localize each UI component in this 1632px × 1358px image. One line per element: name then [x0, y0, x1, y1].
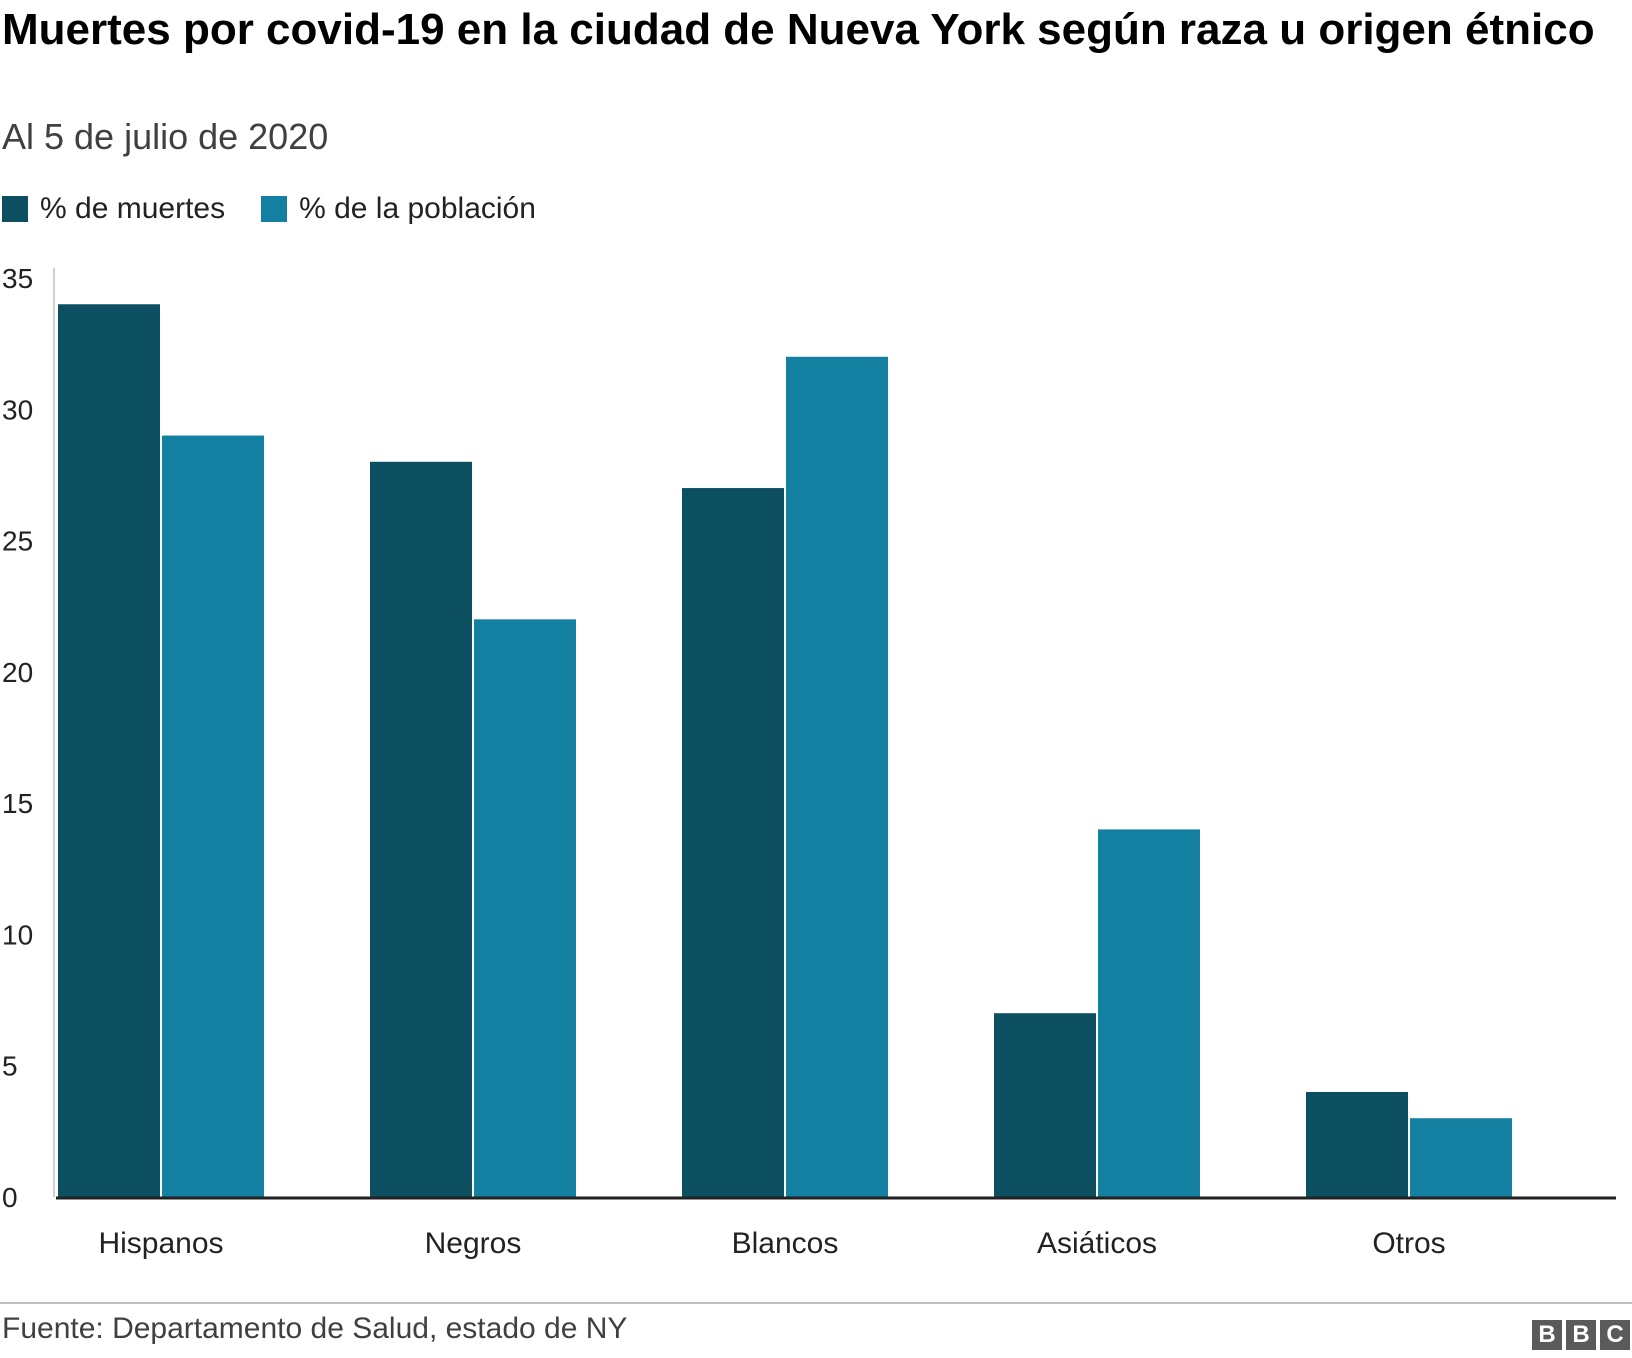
logo-letter: B	[1566, 1320, 1596, 1350]
y-axis: 0 5 10 15 20 25 30 35	[2, 263, 55, 1213]
bar-population	[162, 435, 264, 1197]
legend-item-deaths: % de muertes	[2, 192, 225, 226]
logo-letter: B	[1532, 1320, 1562, 1350]
legend: % de muertes % de la población	[2, 192, 572, 226]
bar-population	[474, 619, 576, 1197]
chart-subtitle: Al 5 de julio de 2020	[2, 116, 329, 157]
y-tick-label: 35	[2, 263, 33, 294]
x-tick-label: Blancos	[732, 1227, 839, 1260]
legend-label-population: % de la población	[299, 192, 536, 225]
source-note: Fuente: Departamento de Salud, estado de…	[2, 1312, 628, 1345]
y-tick-label: 30	[2, 394, 33, 425]
footer-divider	[0, 1302, 1632, 1304]
legend-item-population: % de la población	[261, 192, 536, 226]
bar-deaths	[370, 461, 472, 1197]
bar-population	[786, 356, 888, 1197]
legend-label-deaths: % de muertes	[40, 192, 226, 225]
bar-deaths	[1306, 1091, 1408, 1197]
bar-deaths	[994, 1013, 1096, 1197]
legend-swatch-deaths	[2, 196, 28, 222]
y-tick-label: 20	[2, 657, 33, 688]
x-axis: Hispanos Negros Blancos Asiáticos Otros	[56, 1196, 1616, 1260]
y-tick-label: 5	[2, 1051, 18, 1082]
x-tick-label: Negros	[425, 1227, 522, 1260]
y-tick-label: 10	[2, 919, 33, 950]
x-tick-label: Hispanos	[98, 1227, 223, 1260]
bar-deaths	[58, 304, 160, 1197]
bar-deaths	[682, 488, 784, 1197]
legend-swatch-population	[261, 196, 288, 222]
x-tick-label: Otros	[1372, 1227, 1445, 1260]
y-tick-label: 15	[2, 788, 33, 819]
chart-title: Muertes por covid-19 en la ciudad de Nue…	[2, 5, 1595, 54]
bars	[58, 304, 1512, 1197]
x-tick-label: Asiáticos	[1037, 1227, 1157, 1260]
logo-letter: C	[1600, 1320, 1630, 1350]
bbc-logo: B B C	[1528, 1320, 1630, 1350]
y-tick-label: 0	[2, 1182, 18, 1213]
bar-population	[1410, 1118, 1512, 1197]
y-tick-label: 25	[2, 526, 33, 557]
bar-chart: 0 5 10 15 20 25 30 35 Hispanos Negros Blancos Asiá…	[2, 263, 1616, 1260]
bar-population	[1098, 829, 1200, 1197]
